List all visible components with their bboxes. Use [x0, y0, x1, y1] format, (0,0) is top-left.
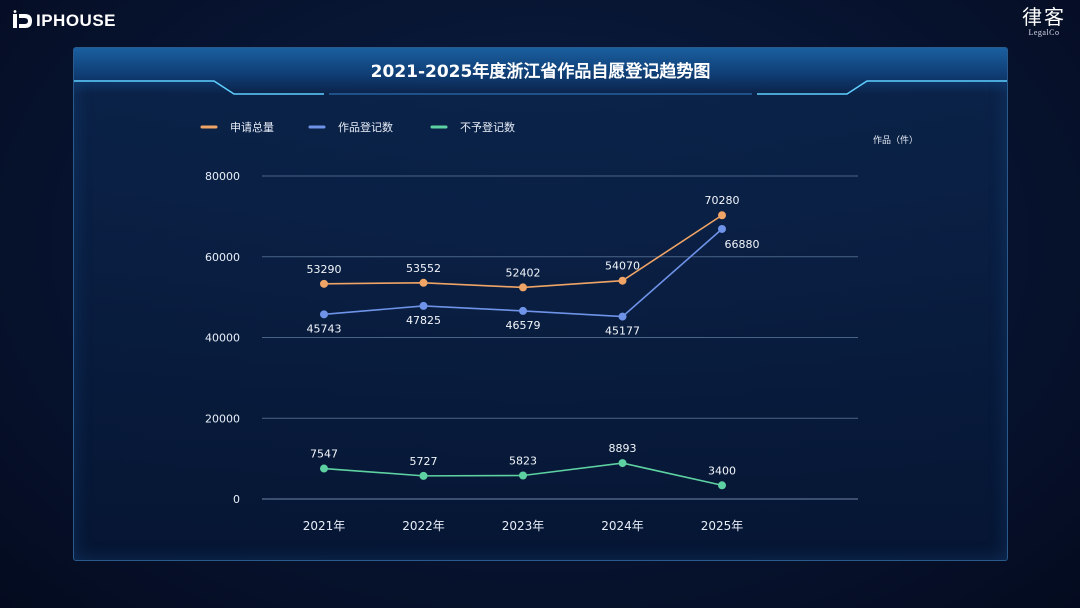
x-tick-label: 2023年 — [502, 519, 545, 533]
data-label: 47825 — [406, 314, 441, 327]
data-label: 53290 — [307, 263, 342, 276]
corner-logo-en: LegalCo — [1028, 28, 1060, 37]
title-bar — [74, 48, 1007, 94]
data-point — [519, 283, 527, 292]
corner-logo-cn: 律客 — [1022, 5, 1066, 29]
data-point — [718, 211, 726, 220]
corner-logo: 律客 LegalCo — [1022, 6, 1066, 37]
x-tick-label: 2021年 — [303, 519, 346, 533]
brand-name: IPHOUSE — [36, 11, 117, 30]
data-label: 7547 — [310, 448, 338, 461]
data-point — [419, 301, 428, 310]
y-tick-label: 0 — [233, 493, 240, 506]
y-tick-label: 60000 — [205, 251, 240, 264]
data-point — [320, 464, 328, 473]
x-tick-label: 2024年 — [601, 519, 644, 533]
data-point — [618, 312, 627, 321]
data-point — [618, 276, 627, 285]
data-label: 70280 — [705, 194, 740, 207]
y-tick-label: 20000 — [205, 412, 240, 425]
chart-title: 2021-2025年度浙江省作品自愿登记趋势图 — [370, 62, 711, 82]
brand-logo: IPHOUSE — [12, 10, 116, 32]
data-point — [320, 279, 328, 288]
data-label: 66880 — [725, 238, 760, 251]
x-tick-label: 2025年 — [701, 519, 744, 533]
legend-label: 作品登记数 — [338, 120, 393, 134]
data-point — [618, 459, 627, 468]
data-point — [320, 310, 328, 319]
title-decoration — [74, 80, 1007, 95]
chart-panel: 2021-2025年度浙江省作品自愿登记趋势图 — [73, 47, 1008, 561]
data-label: 45743 — [307, 322, 342, 335]
data-point — [718, 224, 726, 233]
data-label: 5823 — [509, 454, 537, 467]
iphouse-logo-icon — [13, 10, 32, 28]
data-point — [419, 471, 428, 480]
data-label: 46579 — [506, 319, 541, 332]
data-label: 52402 — [506, 266, 541, 279]
y-axis-unit-label: 作品（件） — [873, 136, 919, 146]
data-label: 3400 — [708, 464, 736, 477]
data-label: 54070 — [605, 260, 640, 273]
legend-label: 申请总量 — [230, 120, 274, 134]
data-point — [718, 481, 726, 490]
x-tick-label: 2022年 — [402, 519, 445, 533]
legend-label: 不予登记数 — [460, 120, 515, 134]
y-tick-label: 80000 — [205, 170, 240, 183]
data-point — [519, 471, 527, 480]
y-tick-label: 40000 — [205, 332, 240, 345]
data-label: 8893 — [609, 442, 637, 455]
data-point — [419, 278, 428, 287]
data-label: 5727 — [410, 455, 438, 468]
data-label: 53552 — [406, 262, 441, 275]
data-point — [519, 306, 527, 315]
data-label: 45177 — [605, 325, 640, 338]
